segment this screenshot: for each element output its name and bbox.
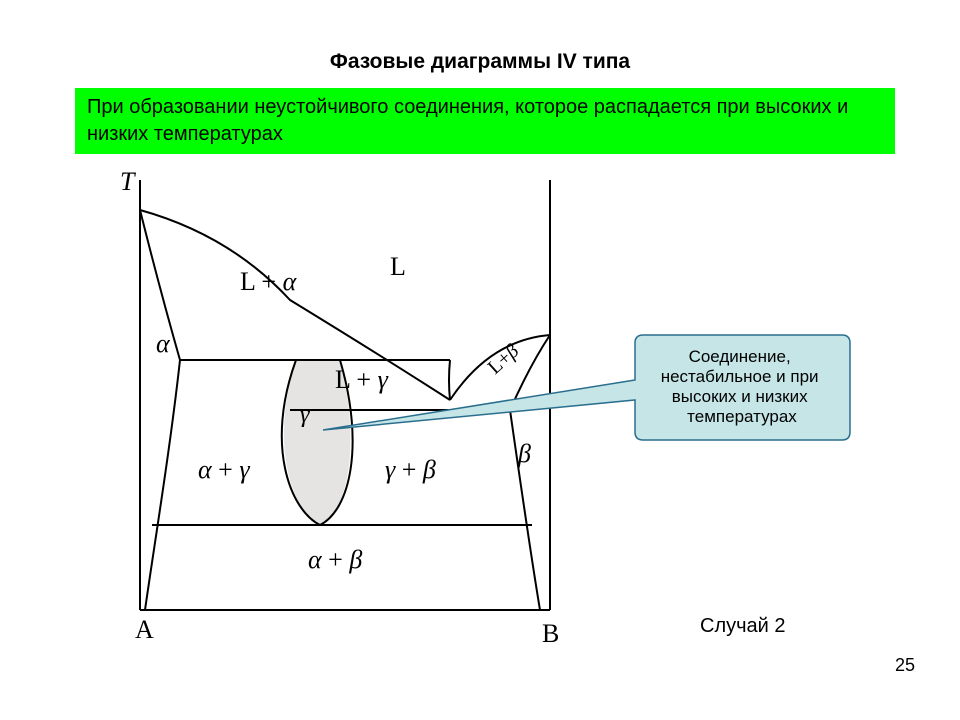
page-root: Фазовые диаграммы IV типа При образовани… bbox=[0, 0, 960, 720]
svg-text:β: β bbox=[517, 439, 531, 468]
svg-text:γ: γ bbox=[300, 402, 310, 428]
svg-text:α + β: α + β bbox=[308, 545, 362, 574]
page-number: 25 bbox=[895, 655, 915, 676]
axis-x-right: B bbox=[542, 619, 559, 648]
callout: Соединение, нестабильное и при высоких и… bbox=[323, 335, 850, 440]
svg-text:L + α: L + α bbox=[240, 267, 298, 296]
svg-text:L + γ: L + γ bbox=[335, 365, 389, 394]
svg-text:γ + β: γ + β bbox=[385, 455, 436, 484]
svg-text:L+β: L+β bbox=[484, 340, 524, 379]
phase-diagram: T A B L + α L α L + γ L+β γ α + γ γ + β … bbox=[90, 170, 870, 660]
svg-text:α + γ: α + γ bbox=[198, 455, 250, 484]
svg-text:L: L bbox=[390, 252, 406, 281]
svg-text:α: α bbox=[156, 329, 171, 358]
case-caption: Случай 2 bbox=[700, 615, 786, 638]
axis-x-left: A bbox=[135, 615, 154, 644]
axis-y-label: T bbox=[120, 170, 136, 196]
description-banner: При образовании неустойчивого соединения… bbox=[75, 88, 895, 154]
page-title: Фазовые диаграммы IV типа bbox=[0, 50, 960, 74]
